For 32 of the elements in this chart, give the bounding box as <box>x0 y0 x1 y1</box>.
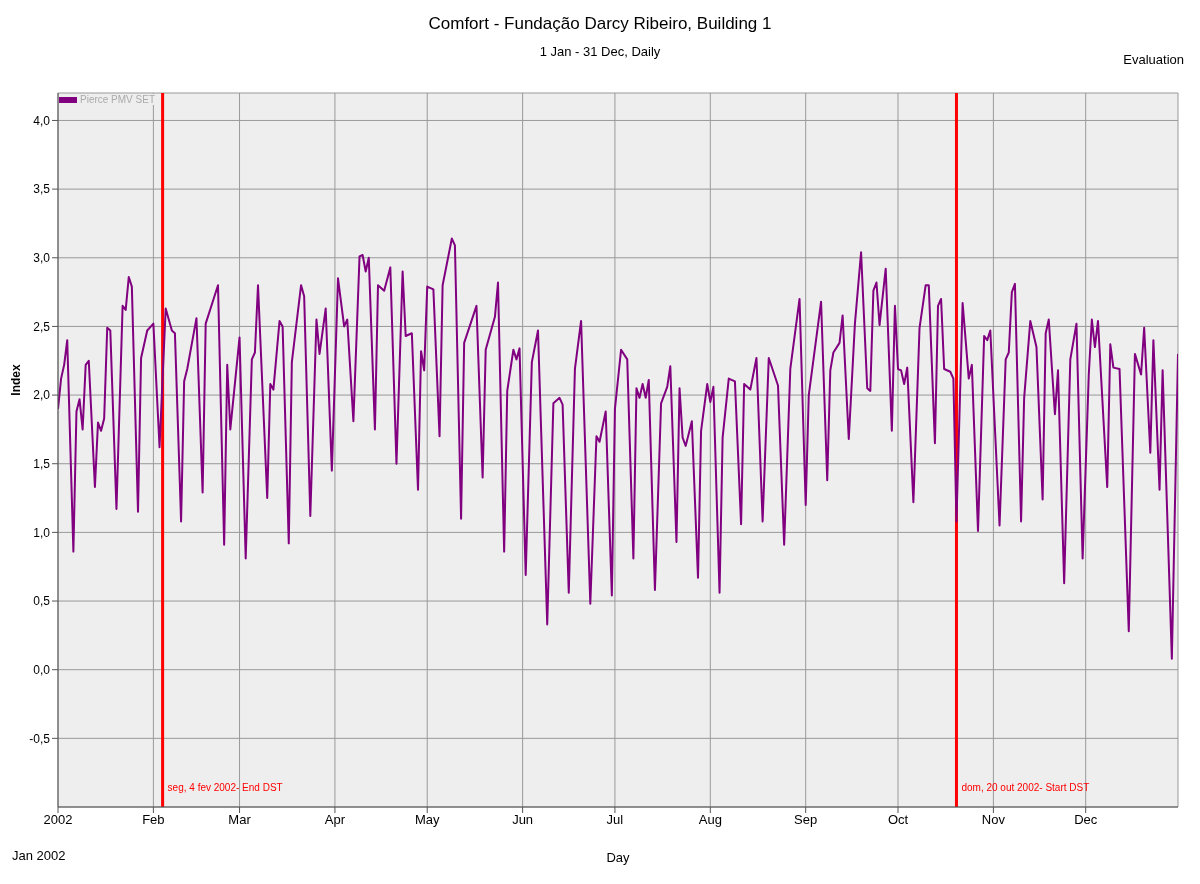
chart-title: Comfort - Fundação Darcy Ribeiro, Building 1 <box>427 14 773 34</box>
ref-line-label: dom, 20 out 2002- Start DST <box>961 782 1090 793</box>
x-tick-label: Dec <box>1074 812 1098 828</box>
y-tick-label: 1,5 <box>33 456 51 471</box>
y-tick-label: 2,0 <box>33 388 51 403</box>
x-tick-label: Jun <box>512 812 534 828</box>
x-tick-label: Aug <box>698 812 722 828</box>
y-tick-label: 0,5 <box>33 594 51 609</box>
y-tick-label: 3,0 <box>33 251 51 266</box>
y-tick-label: 0,0 <box>33 662 51 677</box>
x-axis-title: Day <box>606 850 630 865</box>
line-series <box>58 237 1178 660</box>
y-tick-label: 1,0 <box>33 525 51 540</box>
y-tick-label: 4,0 <box>33 113 51 128</box>
x-tick-label: 2002 <box>43 812 73 828</box>
y-tick-label: -0,5 <box>29 731 51 746</box>
ref-line-label: seg, 4 fev 2002- End DST <box>167 782 283 793</box>
x-tick-label: Jul <box>606 812 624 828</box>
legend-label: Pierce PMV SET <box>80 94 156 105</box>
x-tick-label: Mar <box>228 812 252 828</box>
y-tick-label: 2,5 <box>33 319 51 334</box>
x-tick-label: Feb <box>142 812 165 828</box>
x-tick-label: Apr <box>324 812 346 828</box>
text: Jan 2002 <box>12 848 66 863</box>
y-axis-title: Index <box>9 363 23 398</box>
text: Evaluation <box>1123 52 1184 67</box>
x-tick-label: Oct <box>887 812 909 828</box>
x-tick-label: Sep <box>794 812 818 828</box>
x-tick-label: May <box>414 812 441 828</box>
x-tick-label: Nov <box>981 812 1006 828</box>
chart-subtitle: 1 Jan - 31 Dec, Daily <box>539 44 661 59</box>
y-tick-label: 3,5 <box>33 182 51 197</box>
